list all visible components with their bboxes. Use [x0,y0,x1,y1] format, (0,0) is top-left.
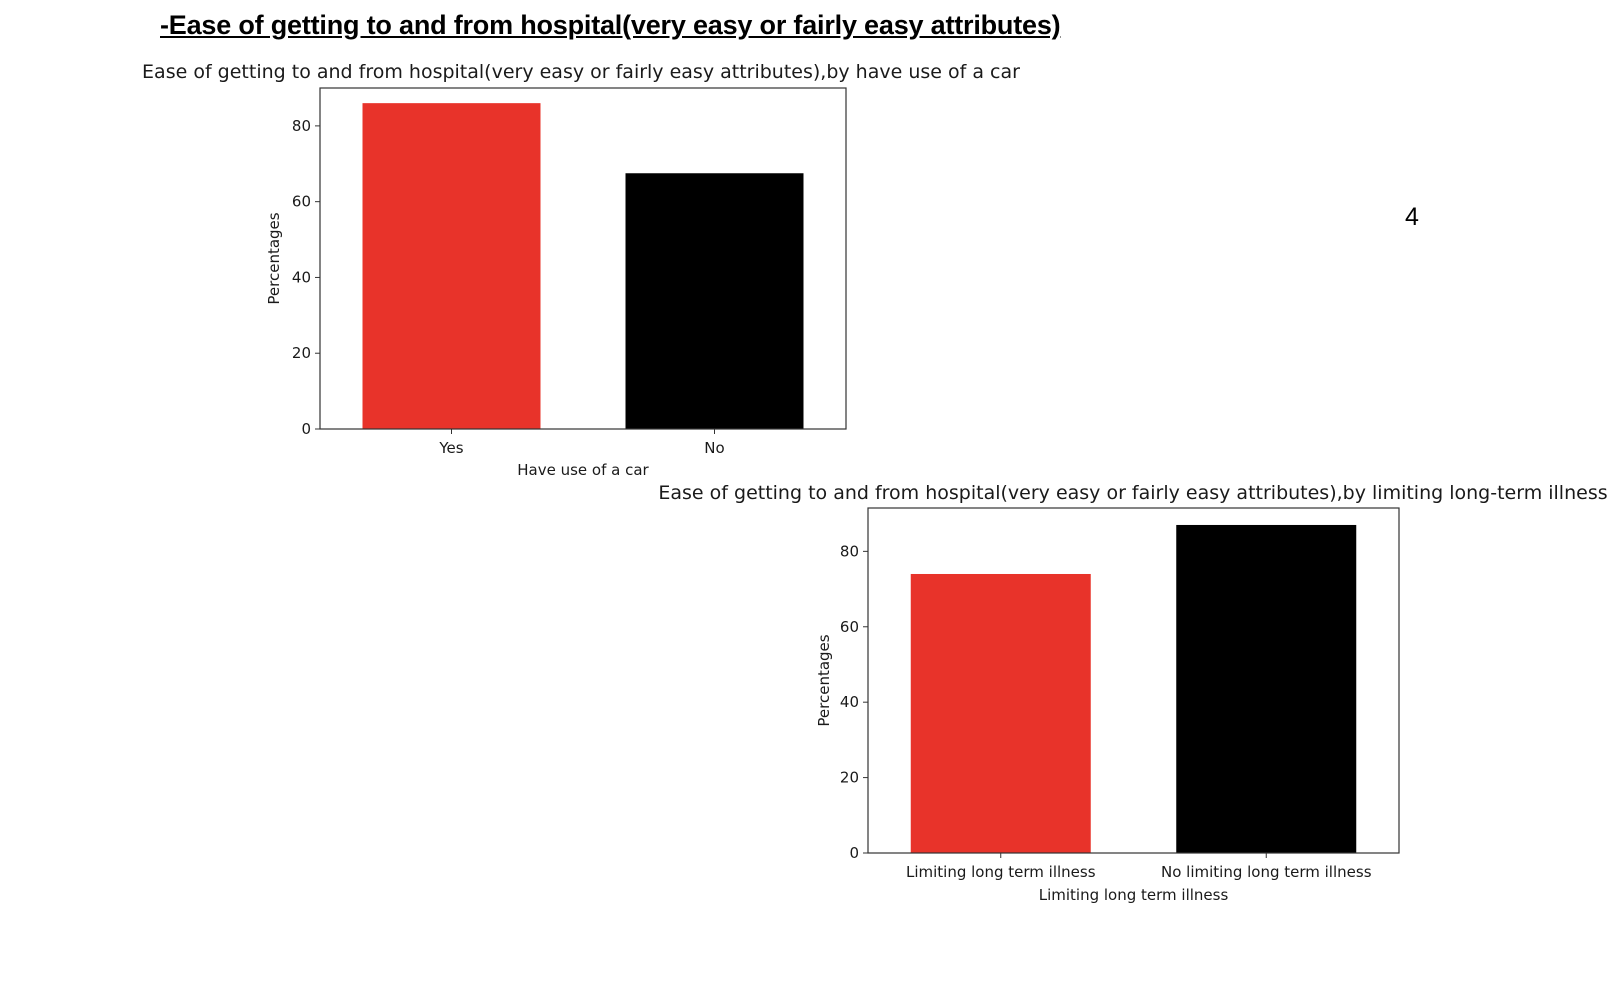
page-heading: -Ease of getting to and from hospital(ve… [160,10,1061,40]
y-tick-label: 20 [292,344,311,362]
y-tick-label: 60 [292,193,311,211]
y-tick-label: 40 [292,268,311,286]
page-number: 4 [1405,203,1419,231]
y-tick-label: 80 [840,542,859,560]
y-tick-label: 0 [849,844,859,862]
plot-frame [867,507,1400,854]
y-axis-label: Percentages [265,212,283,304]
y-tick-label: 40 [840,693,859,711]
bar-illness-1 [1176,524,1357,853]
x-axis-label: Limiting long term illness [1039,886,1229,904]
chart-title: Ease of getting to and from hospital(ver… [658,482,1607,504]
bar-car-1 [625,173,804,429]
y-tick-label: 80 [292,117,311,135]
plot-frame [319,87,847,430]
y-tick-label: 60 [840,618,859,636]
x-tick-label: Limiting long term illness [906,863,1096,881]
x-tick-label: No [704,439,724,457]
y-tick-label: 0 [301,420,311,438]
x-axis-label: Have use of a car [517,461,649,479]
x-tick-label: No limiting long term illness [1161,863,1372,881]
x-tick-label: Yes [438,439,463,457]
y-axis-label: Percentages [815,634,833,726]
bar-car-0 [362,103,541,430]
bar-illness-0 [910,573,1091,853]
y-tick-label: 20 [840,769,859,787]
chart-title: Ease of getting to and from hospital(ver… [142,61,1020,83]
